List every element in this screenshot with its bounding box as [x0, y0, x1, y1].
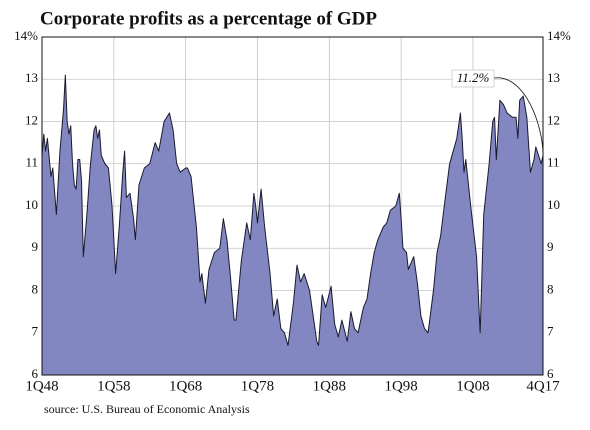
y-tick-label: 7	[32, 324, 39, 339]
y2-tick-label: 12	[547, 112, 560, 127]
x-tick-label: 1Q78	[241, 378, 274, 394]
y-tick-label: 12	[25, 112, 38, 127]
area	[41, 74, 544, 376]
y-tick-label: 10	[25, 197, 38, 212]
annotation-leader	[493, 77, 544, 156]
y-tick-label: 6	[32, 366, 39, 381]
annotation-box	[451, 69, 495, 88]
annotation: 11.2%	[457, 70, 490, 85]
y-tick-label: 13	[25, 70, 38, 85]
y2-tick-label: 13	[547, 70, 560, 85]
x-tick-label: 1Q68	[169, 378, 202, 394]
y2-tick-label: 6	[547, 366, 554, 381]
y-tick-label: 11	[25, 155, 38, 170]
x-tick-label: 1Q88	[313, 378, 346, 394]
source-note: source: U.S. Bureau of Economic Analysis	[44, 402, 250, 416]
x-tick-label: 1Q98	[384, 378, 417, 394]
x-tick-label: 1Q58	[97, 378, 130, 394]
y2-tick-label: 7	[547, 324, 554, 339]
plot-frame	[41, 36, 544, 376]
y2-tick-label: 10	[547, 197, 560, 212]
x-tick-label: 1Q48	[25, 378, 58, 394]
chart-title: Corporate profits as a percentage of GDP	[40, 8, 377, 29]
x-tick-label: 4Q17	[526, 378, 560, 394]
y2-tick-label: 11	[547, 155, 560, 170]
y2-tick-label: 8	[547, 281, 554, 296]
y2-tick-label: 14%	[547, 28, 571, 43]
y2-tick-label: 9	[547, 239, 554, 254]
y-tick-label: 8	[32, 281, 39, 296]
y-tick-label: 14%	[14, 28, 38, 43]
y-tick-label: 9	[32, 239, 39, 254]
x-tick-label: 1Q08	[456, 378, 489, 394]
